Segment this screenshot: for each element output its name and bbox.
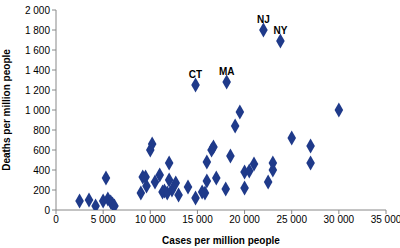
svg-text:800: 800 [33,125,50,136]
svg-text:1 200: 1 200 [25,85,50,96]
svg-text:600: 600 [33,145,50,156]
svg-text:MA: MA [219,66,235,77]
svg-text:1 400: 1 400 [25,65,50,76]
svg-text:5 000: 5 000 [91,214,116,225]
svg-text:400: 400 [33,165,50,176]
svg-text:1 000: 1 000 [25,105,50,116]
svg-text:20 000: 20 000 [229,214,260,225]
svg-text:0: 0 [53,214,59,225]
svg-text:1 600: 1 600 [25,45,50,56]
svg-text:NJ: NJ [257,14,270,25]
svg-text:35 000: 35 000 [371,214,392,225]
svg-text:Deaths per million people: Deaths per million people [8,49,12,171]
svg-text:Cases per million people: Cases per million people [162,235,280,246]
svg-text:30 000: 30 000 [324,214,355,225]
svg-text:25 000: 25 000 [276,214,307,225]
svg-text:CT: CT [189,69,202,80]
svg-text:0: 0 [44,205,50,216]
svg-text:2 000: 2 000 [25,5,50,16]
svg-text:1 800: 1 800 [25,25,50,36]
svg-text:200: 200 [33,185,50,196]
svg-text:NY: NY [273,25,287,36]
svg-text:15 000: 15 000 [182,214,213,225]
svg-text:10 000: 10 000 [135,214,166,225]
